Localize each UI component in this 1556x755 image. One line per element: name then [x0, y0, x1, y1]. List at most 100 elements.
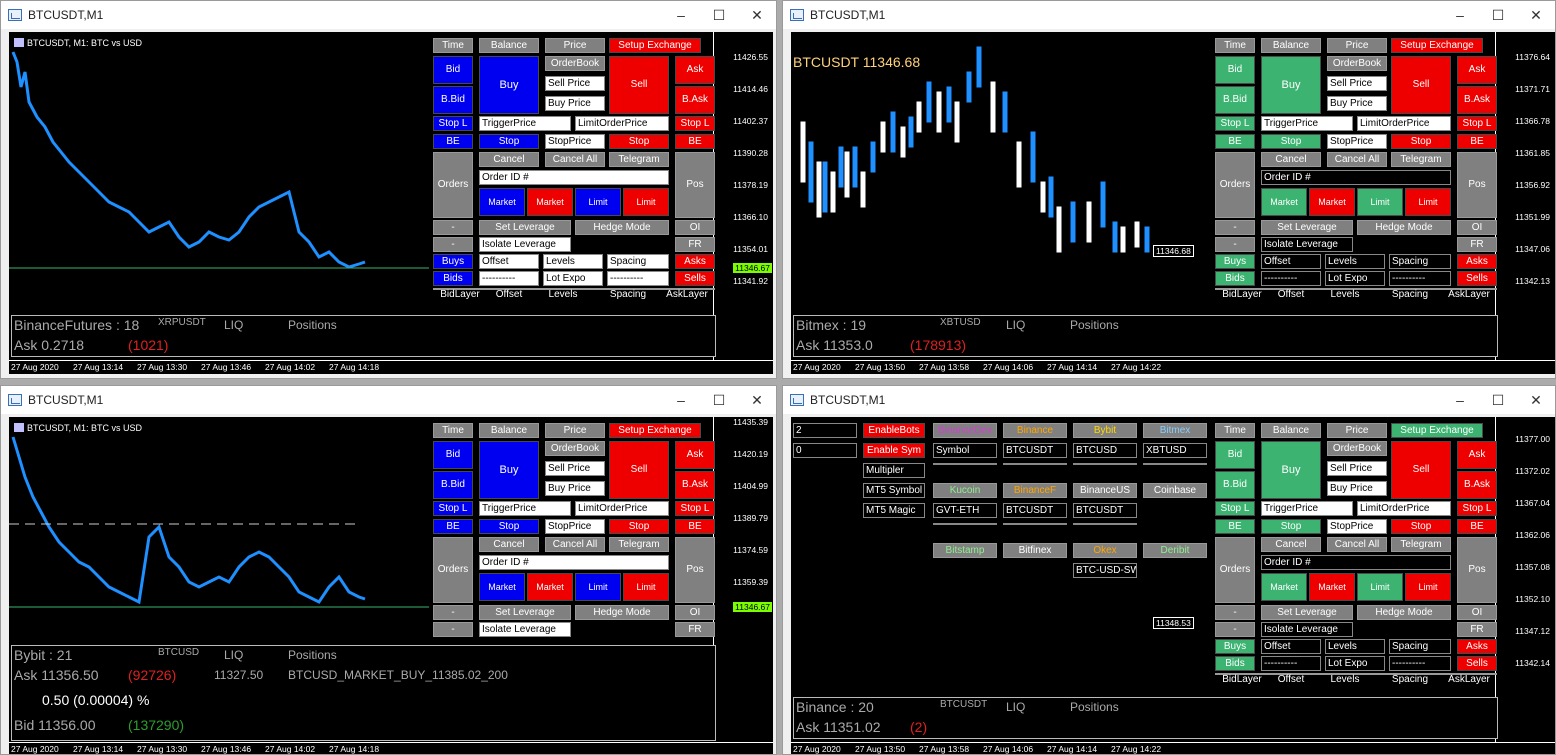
- lot-expo-input[interactable]: Lot Expo: [543, 271, 603, 286]
- cancel-button[interactable]: Cancel: [479, 152, 539, 167]
- bid-button[interactable]: Bid: [1215, 56, 1255, 84]
- sell-price-input[interactable]: Sell Price: [1327, 461, 1387, 476]
- asks-button[interactable]: Asks: [1457, 254, 1497, 269]
- maximize-icon[interactable]: ☐: [1491, 391, 1505, 408]
- input-field[interactable]: 0: [793, 443, 857, 458]
- minus-button[interactable]: -: [1215, 605, 1255, 620]
- telegram-button[interactable]: Telegram: [1391, 537, 1451, 552]
- limit-buy-button[interactable]: Limit: [575, 573, 621, 601]
- isolate-leverage-input[interactable]: Isolate Leverage: [1261, 237, 1353, 252]
- bask-button[interactable]: B.Ask: [675, 86, 715, 114]
- blank-input[interactable]: ----------: [1389, 271, 1451, 286]
- title-bar[interactable]: BTCUSDT,M1 – ☐ ✕: [1, 1, 776, 29]
- empty-input[interactable]: [1073, 463, 1137, 465]
- orders-button[interactable]: Orders: [433, 152, 473, 218]
- stop-buy-button[interactable]: Stop: [479, 134, 539, 149]
- market-buy-button[interactable]: Market: [1261, 573, 1307, 601]
- bask-button[interactable]: B.Ask: [1457, 86, 1497, 114]
- spacing-input[interactable]: Spacing: [1389, 639, 1451, 654]
- close-icon[interactable]: ✕: [1530, 391, 1542, 408]
- price-button[interactable]: Price: [1327, 423, 1387, 438]
- buy-price-input[interactable]: Buy Price: [1327, 481, 1387, 496]
- sell-price-input[interactable]: Sell Price: [545, 76, 605, 91]
- balance-button[interactable]: Balance: [1261, 38, 1321, 53]
- sells-button[interactable]: Sells: [675, 271, 715, 286]
- ask-button[interactable]: Ask: [1457, 441, 1497, 469]
- buys-button[interactable]: Buys: [433, 254, 473, 269]
- buy-button[interactable]: Buy: [479, 56, 539, 114]
- cancel-button[interactable]: Cancel: [1261, 537, 1321, 552]
- hedge-mode-button[interactable]: Hedge Mode: [1357, 220, 1451, 235]
- stop-loss-sell-button[interactable]: Stop L: [1457, 116, 1497, 131]
- set-leverage-button[interactable]: Set Leverage: [479, 605, 571, 620]
- setup-exchange-button[interactable]: Setup Exchange: [609, 38, 701, 53]
- orders-button[interactable]: Orders: [433, 537, 473, 603]
- price-button[interactable]: Price: [545, 423, 605, 438]
- bitstamp-button[interactable]: Bitstamp: [933, 543, 997, 558]
- empty-input[interactable]: [1003, 463, 1067, 465]
- stop-price-input[interactable]: StopPrice: [1327, 519, 1387, 534]
- empty-input[interactable]: [933, 523, 997, 525]
- maximize-icon[interactable]: ☐: [712, 391, 726, 408]
- limit-sell-button[interactable]: Limit: [1405, 188, 1451, 216]
- limit-order-price-input[interactable]: LimitOrderPrice: [575, 116, 669, 131]
- set-leverage-button[interactable]: Set Leverage: [479, 220, 571, 235]
- chart-area[interactable]: BTCUSDT 11346.68 11346.68 11376.64 11371…: [791, 32, 1555, 374]
- empty-input[interactable]: [933, 463, 997, 465]
- pos-button[interactable]: Pos: [675, 152, 715, 218]
- okex-button[interactable]: Okex: [1073, 543, 1137, 558]
- bids-button[interactable]: Bids: [1215, 656, 1255, 671]
- bask-button[interactable]: B.Ask: [1457, 471, 1497, 499]
- stop-loss-sell-button[interactable]: Stop L: [675, 501, 715, 516]
- binancef-button[interactable]: BinanceF: [1003, 483, 1067, 498]
- market-buy-button[interactable]: Market: [479, 188, 525, 216]
- oi-button[interactable]: OI: [675, 220, 715, 235]
- bask-button[interactable]: B.Ask: [675, 471, 715, 499]
- spacing-input[interactable]: Spacing: [607, 254, 669, 269]
- buy-button[interactable]: Buy: [479, 441, 539, 499]
- bbid-button[interactable]: B.Bid: [1215, 86, 1255, 114]
- isolate-leverage-input[interactable]: Isolate Leverage: [479, 237, 571, 252]
- sell-button[interactable]: Sell: [1391, 56, 1451, 114]
- minus-button[interactable]: -: [433, 622, 473, 637]
- stop-sell-button[interactable]: Stop: [1391, 134, 1451, 149]
- isolate-leverage-input[interactable]: Isolate Leverage: [479, 622, 571, 637]
- chart-area[interactable]: 2 0 EnableBots Enable Sym Multipler MT5 …: [791, 417, 1555, 754]
- market-buy-button[interactable]: Market: [479, 573, 525, 601]
- ask-button[interactable]: Ask: [675, 441, 715, 469]
- close-icon[interactable]: ✕: [751, 391, 763, 408]
- setup-exchange-button[interactable]: Setup Exchange: [1391, 423, 1483, 438]
- fr-button[interactable]: FR: [675, 237, 715, 252]
- symbol-input[interactable]: BTCUSDT: [1003, 443, 1067, 458]
- empty-input[interactable]: [1073, 523, 1137, 525]
- offset-input[interactable]: Offset: [479, 254, 539, 269]
- buy-button[interactable]: Buy: [1261, 441, 1321, 499]
- limit-buy-button[interactable]: Limit: [1357, 573, 1403, 601]
- buy-price-input[interactable]: Buy Price: [545, 96, 605, 111]
- ask-button[interactable]: Ask: [675, 56, 715, 84]
- trigger-price-input[interactable]: TriggerPrice: [479, 501, 571, 516]
- stop-loss-button[interactable]: Stop L: [1215, 116, 1255, 131]
- stop-loss-button[interactable]: Stop L: [433, 501, 473, 516]
- bid-button[interactable]: Bid: [433, 56, 473, 84]
- spacing-input[interactable]: Spacing: [1389, 254, 1451, 269]
- oi-button[interactable]: OI: [1457, 220, 1497, 235]
- bbid-button[interactable]: B.Bid: [433, 86, 473, 114]
- cancel-all-button[interactable]: Cancel All: [545, 152, 605, 167]
- cancel-button[interactable]: Cancel: [479, 537, 539, 552]
- orders-button[interactable]: Orders: [1215, 152, 1255, 218]
- isolate-leverage-input[interactable]: Isolate Leverage: [1261, 622, 1353, 637]
- cancel-all-button[interactable]: Cancel All: [545, 537, 605, 552]
- setup-exchange-button[interactable]: Setup Exchange: [1391, 38, 1483, 53]
- binance-button[interactable]: Binance: [1003, 423, 1067, 438]
- ask-button[interactable]: Ask: [1457, 56, 1497, 84]
- blank-input[interactable]: ----------: [1261, 656, 1321, 671]
- order-id-input[interactable]: Order ID #: [1261, 170, 1451, 185]
- time-button[interactable]: Time: [433, 38, 473, 53]
- minimize-icon[interactable]: –: [1456, 7, 1464, 23]
- buy-button[interactable]: Buy: [1261, 56, 1321, 114]
- orderbook-button[interactable]: OrderBook: [1327, 441, 1387, 456]
- bids-button[interactable]: Bids: [433, 271, 473, 286]
- sell-price-input[interactable]: Sell Price: [1327, 76, 1387, 91]
- empty-input[interactable]: [1003, 523, 1067, 525]
